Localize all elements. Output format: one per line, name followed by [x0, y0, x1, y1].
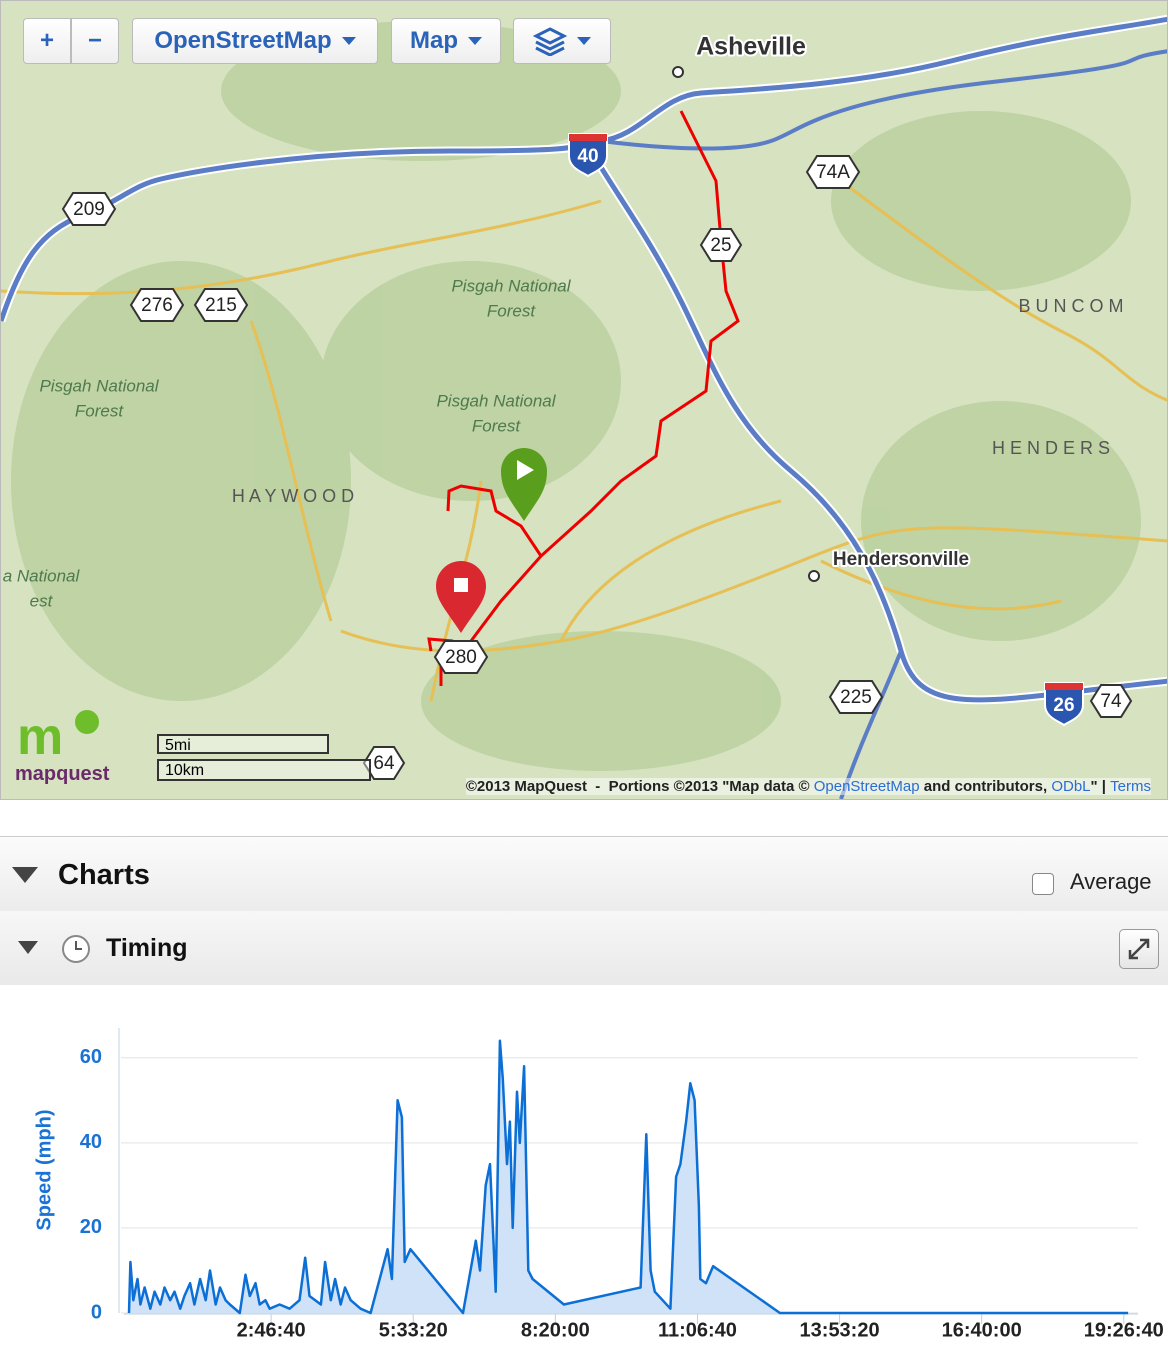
- layers-icon: [533, 27, 567, 56]
- attribution-text: ©2013 MapQuest - Portions ©2013 "Map dat…: [465, 778, 810, 795]
- shield-label: 276: [141, 295, 173, 316]
- city-dot: [808, 570, 820, 582]
- route-shield: [129, 288, 185, 322]
- clock-icon: [62, 935, 90, 963]
- logo-mark: m: [17, 708, 99, 766]
- attribution: ©2013 MapQuest - Portions ©2013 "Map dat…: [465, 778, 1151, 795]
- forest-label: est: [30, 591, 54, 610]
- shield-label: 74A: [816, 162, 850, 183]
- x-tick-label: 13:53:20: [800, 1319, 880, 1341]
- y-tick-label: 60: [80, 1046, 102, 1068]
- forest-label: Forest: [472, 416, 521, 435]
- forest-label: Forest: [487, 301, 536, 320]
- shield-label: 215: [205, 295, 237, 316]
- shield-label: 209: [73, 199, 105, 220]
- timing-title: Timing: [106, 934, 188, 962]
- x-tick-label: 8:20:00: [521, 1319, 590, 1341]
- route-shield: [362, 746, 406, 780]
- y-tick-label: 40: [80, 1131, 102, 1153]
- place-label: Asheville: [696, 33, 806, 61]
- route-shield: [699, 228, 743, 262]
- charts-header[interactable]: Charts Average: [0, 836, 1168, 912]
- city-dot: [672, 66, 684, 78]
- timing-header[interactable]: Timing: [0, 911, 1168, 986]
- zoom-in-button[interactable]: +: [23, 18, 71, 64]
- attribution-text: " |: [1090, 778, 1106, 795]
- route-shield: [1089, 684, 1133, 718]
- charts-title: Charts: [58, 859, 150, 891]
- provider-dropdown[interactable]: OpenStreetMap: [132, 18, 378, 64]
- shield-label: 225: [840, 687, 872, 708]
- region-label: H A Y W O O D: [232, 486, 354, 506]
- expand-button[interactable]: [1119, 929, 1159, 969]
- x-tick-label: 16:40:00: [942, 1319, 1022, 1341]
- map-type-dropdown[interactable]: Map: [391, 18, 501, 64]
- scale-miles: 5mi: [157, 734, 329, 754]
- interstate-shield-top: [1045, 683, 1083, 690]
- start-marker[interactable]: [501, 448, 547, 521]
- chart: Speed (mph) 0 20 40 60 2:46:40 5:33:20 8:20:00…: [0, 985, 1168, 1350]
- route-shield: [828, 680, 884, 714]
- interstate-shield: [568, 133, 608, 178]
- forest-label: a National: [3, 566, 81, 585]
- terms-link[interactable]: Terms: [1110, 778, 1151, 795]
- mapquest-logo: m mapquest: [15, 706, 135, 786]
- interstate-shield: [1044, 682, 1084, 727]
- shield-label: 25: [710, 235, 731, 256]
- x-tick-label: 2:46:40: [237, 1319, 306, 1341]
- collapse-arrow[interactable]: [12, 867, 38, 883]
- end-marker[interactable]: [436, 561, 486, 633]
- region-label: B U N C O M: [1018, 296, 1123, 316]
- forest-label: Forest: [75, 401, 124, 420]
- forest-label: Pisgah National: [436, 391, 556, 410]
- average-checkbox[interactable]: [1032, 873, 1054, 895]
- chart-background: [0, 985, 1168, 1350]
- x-tick-label: 5:33:20: [379, 1319, 448, 1341]
- route-shield: [433, 640, 489, 674]
- route-shield: [193, 288, 249, 322]
- shield-label: 40: [577, 146, 598, 167]
- map-canvas: Asheville Hendersonville H A Y W O O D B U …: [1, 14, 1167, 799]
- map[interactable]: Asheville Hendersonville H A Y W O O D B U …: [0, 0, 1168, 800]
- logo-text: mapquest: [15, 763, 110, 785]
- odbl-link[interactable]: ODbL: [1051, 778, 1091, 795]
- shield-label: 280: [445, 647, 477, 668]
- route-shield: [61, 192, 117, 226]
- provider-label: OpenStreetMap: [154, 27, 332, 54]
- interstate-shield-top: [569, 134, 607, 141]
- y-tick-label: 20: [80, 1216, 102, 1238]
- route-shield: [805, 155, 861, 189]
- shield-label: 74: [1100, 691, 1122, 712]
- collapse-arrow[interactable]: [18, 941, 38, 954]
- line: [127, 1039, 1129, 1315]
- x-tick-label: 19:26:40: [1084, 1319, 1164, 1341]
- average-label[interactable]: Average: [1070, 869, 1152, 894]
- map-type-label: Map: [410, 27, 458, 54]
- scale-km: 10km: [157, 759, 371, 781]
- y-axis-label: Speed (mph): [33, 1109, 55, 1230]
- y-tick-label: 0: [91, 1301, 102, 1323]
- layers-dropdown[interactable]: [513, 18, 611, 64]
- osm-link[interactable]: OpenStreetMap: [813, 778, 920, 795]
- shield-label: 26: [1053, 695, 1074, 716]
- x-tick-label: 11:06:40: [658, 1319, 737, 1341]
- zoom-out-button[interactable]: −: [71, 18, 119, 64]
- attribution-text: and contributors,: [923, 778, 1048, 795]
- svg-text:m: m: [17, 708, 63, 764]
- shield-label: 64: [373, 753, 395, 774]
- forest-label: Pisgah National: [451, 276, 571, 295]
- region-label: H E N D E R S: [992, 438, 1110, 458]
- place-label: Hendersonville: [833, 549, 969, 570]
- forest-label: Pisgah National: [39, 376, 159, 395]
- expand-icon: [1128, 938, 1150, 960]
